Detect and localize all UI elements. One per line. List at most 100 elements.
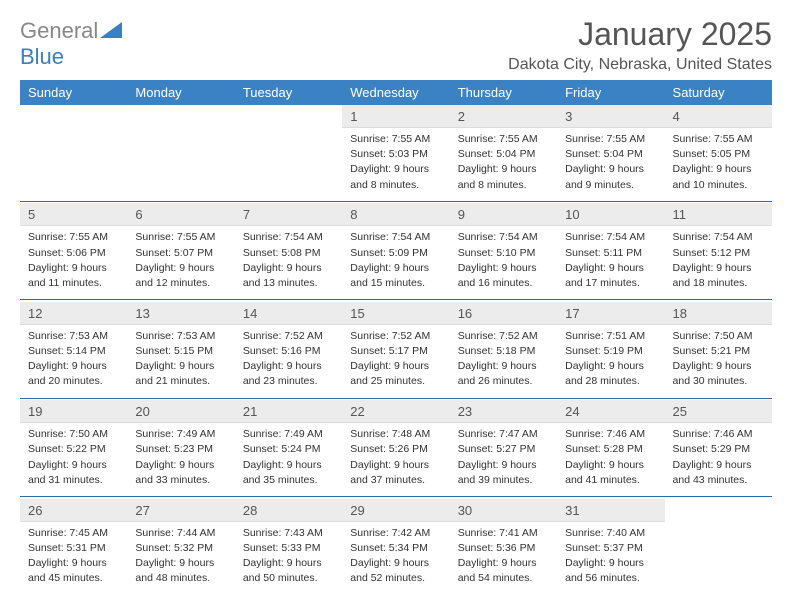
daylight-text: Daylight: 9 hours and 23 minutes. bbox=[243, 359, 334, 389]
day-header-row: Sunday Monday Tuesday Wednesday Thursday… bbox=[20, 80, 772, 105]
sunrise-text: Sunrise: 7:49 AM bbox=[243, 427, 334, 442]
day-number-cell: 23 bbox=[450, 400, 557, 423]
daylight-text: Daylight: 9 hours and 18 minutes. bbox=[673, 261, 764, 291]
sunrise-text: Sunrise: 7:53 AM bbox=[28, 329, 119, 344]
day-detail-cell: Sunrise: 7:49 AMSunset: 5:24 PMDaylight:… bbox=[235, 423, 342, 497]
sunset-text: Sunset: 5:12 PM bbox=[673, 246, 764, 261]
day-number-cell: 17 bbox=[557, 302, 664, 325]
daylight-text: Daylight: 9 hours and 33 minutes. bbox=[135, 458, 226, 488]
day-detail-cell: Sunrise: 7:48 AMSunset: 5:26 PMDaylight:… bbox=[342, 423, 449, 497]
sunrise-text: Sunrise: 7:55 AM bbox=[350, 132, 441, 147]
sunset-text: Sunset: 5:27 PM bbox=[458, 442, 549, 457]
day-number-cell: 1 bbox=[342, 105, 449, 128]
sunrise-text: Sunrise: 7:45 AM bbox=[28, 526, 119, 541]
daylight-text: Daylight: 9 hours and 45 minutes. bbox=[28, 556, 119, 586]
sunrise-text: Sunrise: 7:55 AM bbox=[565, 132, 656, 147]
sunrise-text: Sunrise: 7:55 AM bbox=[135, 230, 226, 245]
daylight-text: Daylight: 9 hours and 20 minutes. bbox=[28, 359, 119, 389]
month-title: January 2025 bbox=[508, 18, 772, 50]
day-number-cell bbox=[127, 105, 234, 128]
sunset-text: Sunset: 5:08 PM bbox=[243, 246, 334, 261]
sunrise-text: Sunrise: 7:55 AM bbox=[28, 230, 119, 245]
location-subtitle: Dakota City, Nebraska, United States bbox=[508, 56, 772, 74]
day-detail-cell: Sunrise: 7:47 AMSunset: 5:27 PMDaylight:… bbox=[450, 423, 557, 497]
sunset-text: Sunset: 5:21 PM bbox=[673, 344, 764, 359]
sunrise-text: Sunrise: 7:54 AM bbox=[458, 230, 549, 245]
daylight-text: Daylight: 9 hours and 41 minutes. bbox=[565, 458, 656, 488]
day-detail-cell: Sunrise: 7:50 AMSunset: 5:22 PMDaylight:… bbox=[20, 423, 127, 497]
daylight-text: Daylight: 9 hours and 17 minutes. bbox=[565, 261, 656, 291]
sunset-text: Sunset: 5:23 PM bbox=[135, 442, 226, 457]
sunset-text: Sunset: 5:06 PM bbox=[28, 246, 119, 261]
day-detail-cell bbox=[235, 128, 342, 202]
sunrise-text: Sunrise: 7:54 AM bbox=[243, 230, 334, 245]
sunrise-text: Sunrise: 7:49 AM bbox=[135, 427, 226, 442]
sunset-text: Sunset: 5:11 PM bbox=[565, 246, 656, 261]
day-number-cell: 15 bbox=[342, 302, 449, 325]
day-detail-cell: Sunrise: 7:54 AMSunset: 5:09 PMDaylight:… bbox=[342, 226, 449, 300]
day-number-cell: 31 bbox=[557, 499, 664, 522]
day-detail-cell bbox=[20, 128, 127, 202]
sunset-text: Sunset: 5:18 PM bbox=[458, 344, 549, 359]
day-number-cell bbox=[235, 105, 342, 128]
daylight-text: Daylight: 9 hours and 26 minutes. bbox=[458, 359, 549, 389]
day-detail-cell: Sunrise: 7:54 AMSunset: 5:12 PMDaylight:… bbox=[665, 226, 772, 300]
day-detail-cell: Sunrise: 7:53 AMSunset: 5:14 PMDaylight:… bbox=[20, 324, 127, 398]
sunset-text: Sunset: 5:33 PM bbox=[243, 541, 334, 556]
sunset-text: Sunset: 5:17 PM bbox=[350, 344, 441, 359]
sunset-text: Sunset: 5:28 PM bbox=[565, 442, 656, 457]
sunrise-text: Sunrise: 7:50 AM bbox=[28, 427, 119, 442]
day-detail-cell: Sunrise: 7:40 AMSunset: 5:37 PMDaylight:… bbox=[557, 521, 664, 594]
sunrise-text: Sunrise: 7:55 AM bbox=[673, 132, 764, 147]
day-header: Thursday bbox=[450, 80, 557, 105]
sunset-text: Sunset: 5:05 PM bbox=[673, 147, 764, 162]
day-number-cell: 21 bbox=[235, 400, 342, 423]
daylight-text: Daylight: 9 hours and 54 minutes. bbox=[458, 556, 549, 586]
logo-text-2: Blue bbox=[20, 44, 64, 69]
sunset-text: Sunset: 5:07 PM bbox=[135, 246, 226, 261]
sunrise-text: Sunrise: 7:53 AM bbox=[135, 329, 226, 344]
day-number-cell: 28 bbox=[235, 499, 342, 522]
sunset-text: Sunset: 5:14 PM bbox=[28, 344, 119, 359]
sunrise-text: Sunrise: 7:54 AM bbox=[350, 230, 441, 245]
day-number-row: 567891011 bbox=[20, 203, 772, 226]
day-detail-cell: Sunrise: 7:52 AMSunset: 5:17 PMDaylight:… bbox=[342, 324, 449, 398]
day-number-row: 19202122232425 bbox=[20, 400, 772, 423]
daylight-text: Daylight: 9 hours and 35 minutes. bbox=[243, 458, 334, 488]
day-header: Friday bbox=[557, 80, 664, 105]
sunrise-text: Sunrise: 7:44 AM bbox=[135, 526, 226, 541]
day-number-cell bbox=[20, 105, 127, 128]
sunrise-text: Sunrise: 7:54 AM bbox=[565, 230, 656, 245]
day-header: Wednesday bbox=[342, 80, 449, 105]
day-detail-row: Sunrise: 7:45 AMSunset: 5:31 PMDaylight:… bbox=[20, 521, 772, 594]
calendar-page: GeneralBlue January 2025 Dakota City, Ne… bbox=[0, 0, 792, 604]
daylight-text: Daylight: 9 hours and 11 minutes. bbox=[28, 261, 119, 291]
day-number-cell: 3 bbox=[557, 105, 664, 128]
sunset-text: Sunset: 5:37 PM bbox=[565, 541, 656, 556]
daylight-text: Daylight: 9 hours and 56 minutes. bbox=[565, 556, 656, 586]
day-detail-cell: Sunrise: 7:54 AMSunset: 5:11 PMDaylight:… bbox=[557, 226, 664, 300]
day-number-cell: 10 bbox=[557, 203, 664, 226]
daylight-text: Daylight: 9 hours and 50 minutes. bbox=[243, 556, 334, 586]
sunrise-text: Sunrise: 7:46 AM bbox=[673, 427, 764, 442]
daylight-text: Daylight: 9 hours and 16 minutes. bbox=[458, 261, 549, 291]
day-detail-cell: Sunrise: 7:44 AMSunset: 5:32 PMDaylight:… bbox=[127, 521, 234, 594]
day-number-cell: 5 bbox=[20, 203, 127, 226]
day-number-row: 1234 bbox=[20, 105, 772, 128]
daylight-text: Daylight: 9 hours and 39 minutes. bbox=[458, 458, 549, 488]
day-detail-cell: Sunrise: 7:42 AMSunset: 5:34 PMDaylight:… bbox=[342, 521, 449, 594]
sunrise-text: Sunrise: 7:54 AM bbox=[673, 230, 764, 245]
daylight-text: Daylight: 9 hours and 12 minutes. bbox=[135, 261, 226, 291]
triangle-icon bbox=[100, 22, 122, 38]
sunrise-text: Sunrise: 7:47 AM bbox=[458, 427, 549, 442]
day-detail-cell bbox=[665, 521, 772, 594]
day-number-cell: 9 bbox=[450, 203, 557, 226]
day-number-cell: 19 bbox=[20, 400, 127, 423]
day-number-row: 12131415161718 bbox=[20, 302, 772, 325]
sunset-text: Sunset: 5:26 PM bbox=[350, 442, 441, 457]
sunset-text: Sunset: 5:15 PM bbox=[135, 344, 226, 359]
sunrise-text: Sunrise: 7:52 AM bbox=[243, 329, 334, 344]
daylight-text: Daylight: 9 hours and 8 minutes. bbox=[458, 162, 549, 192]
day-detail-cell: Sunrise: 7:46 AMSunset: 5:28 PMDaylight:… bbox=[557, 423, 664, 497]
daylight-text: Daylight: 9 hours and 37 minutes. bbox=[350, 458, 441, 488]
